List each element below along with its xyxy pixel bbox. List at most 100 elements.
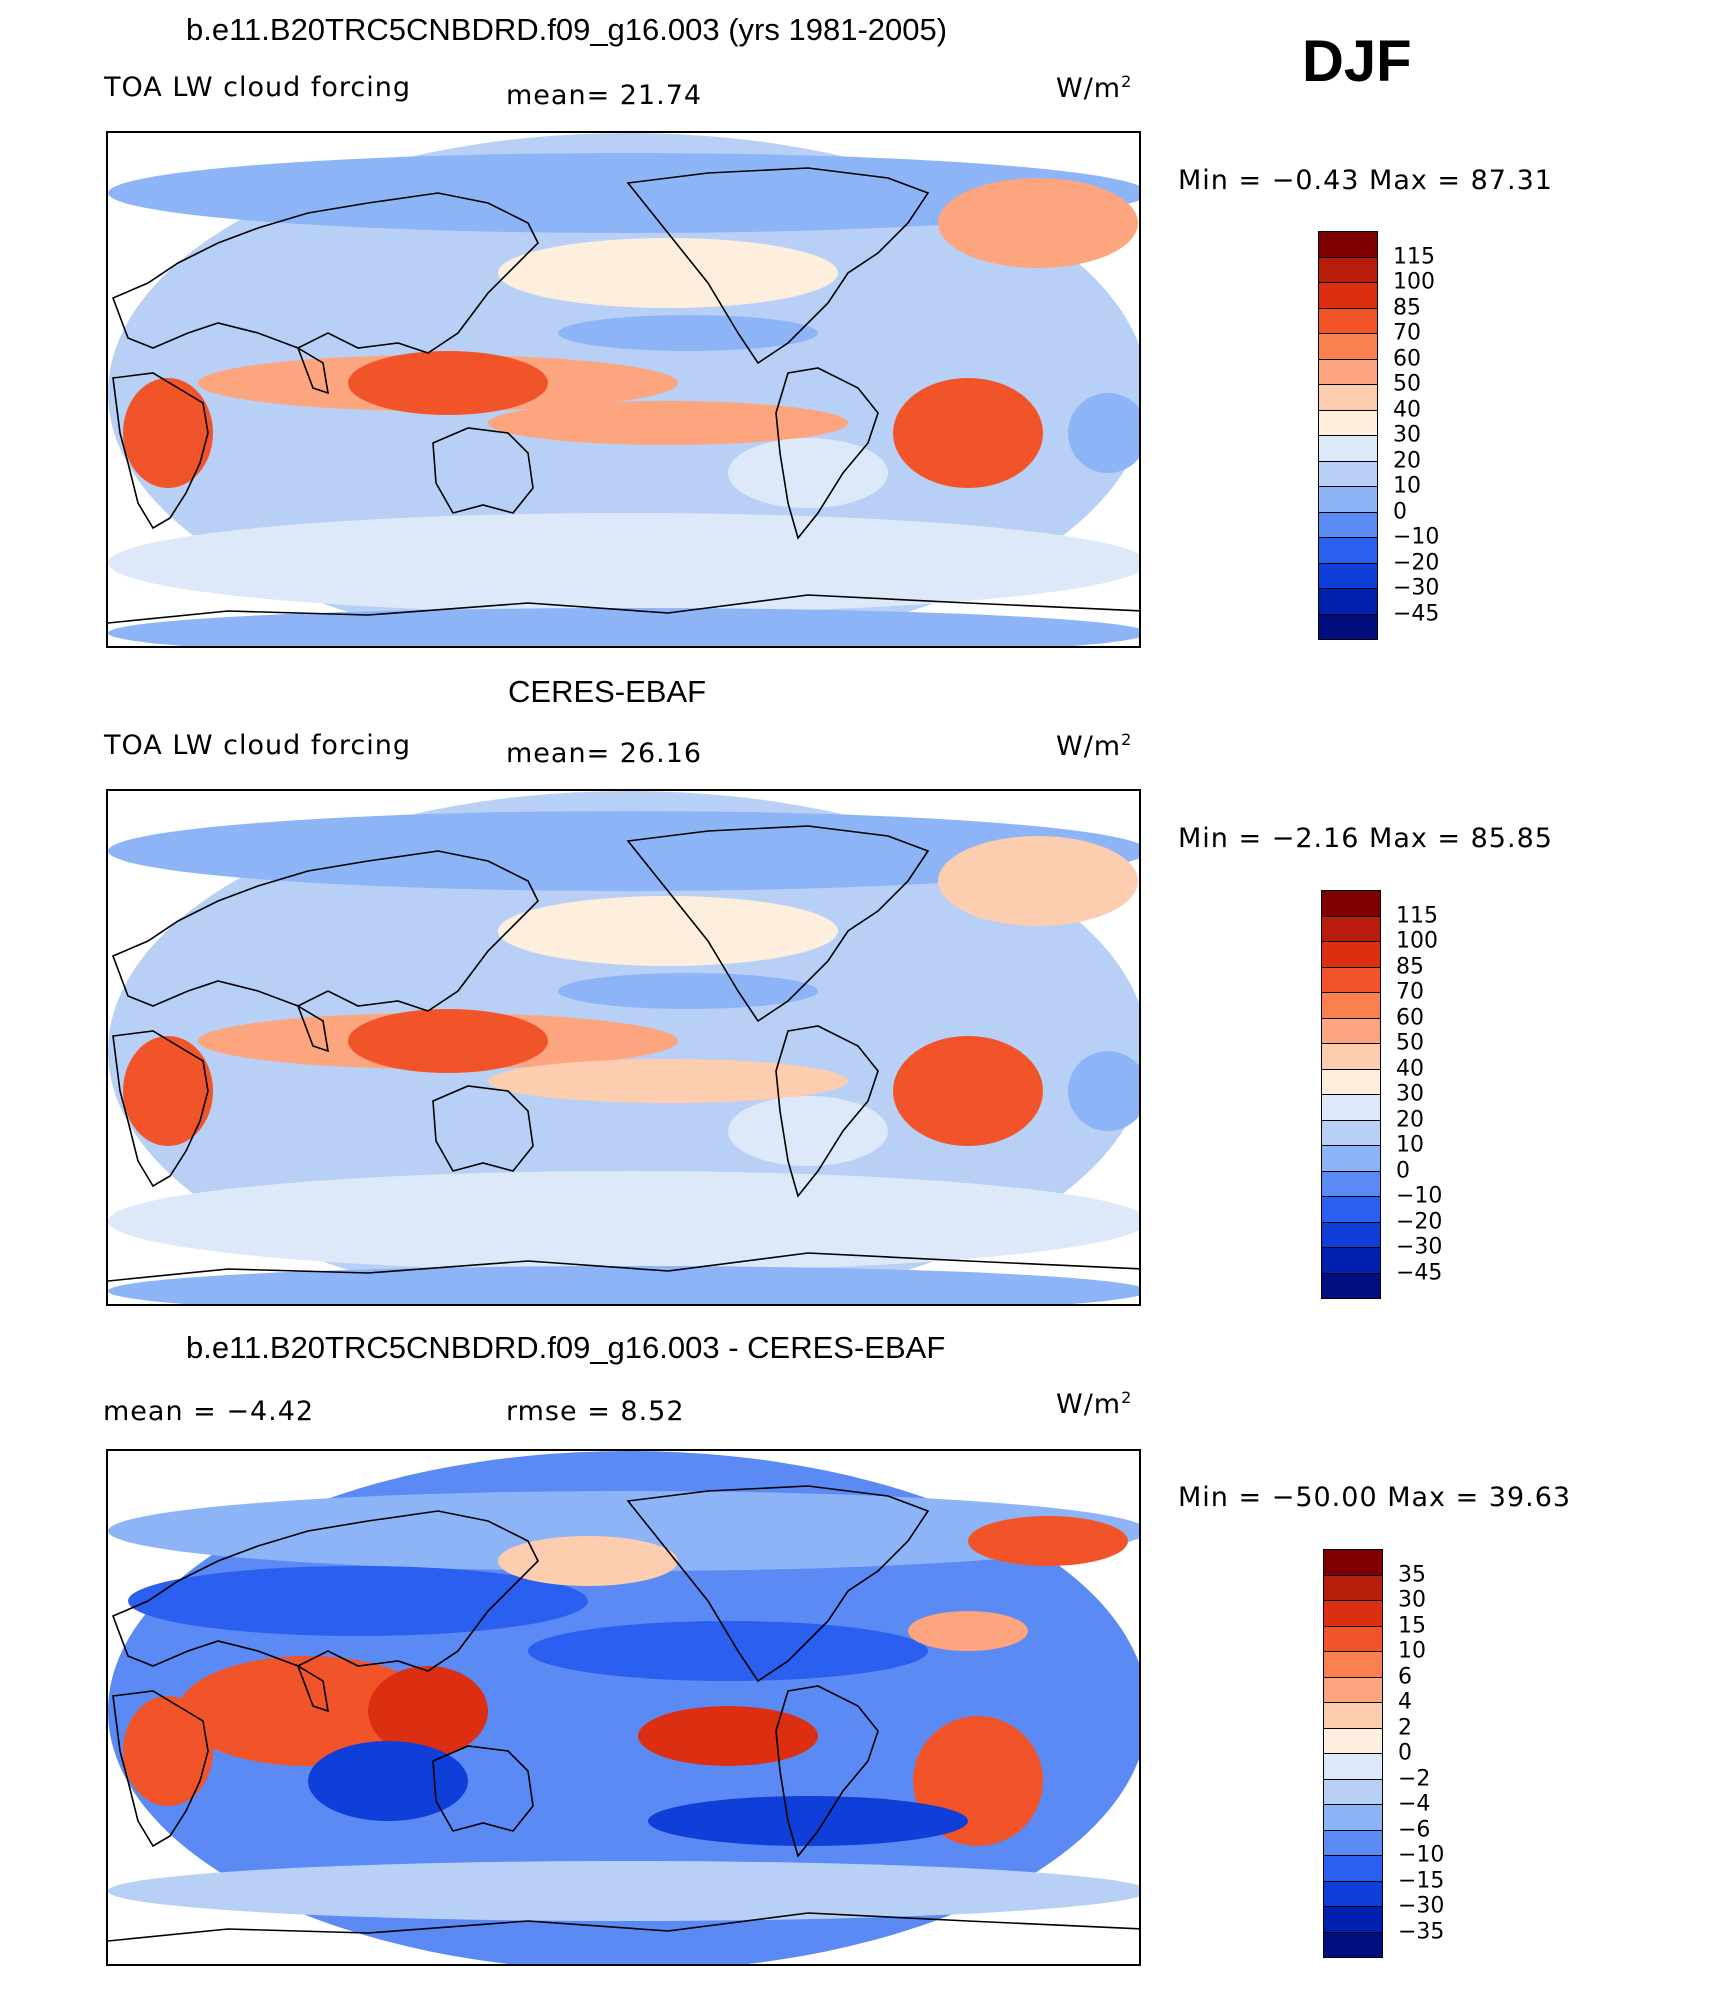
colorbar-label: 30: [1398, 1587, 1426, 1613]
panel-mean-model: mean= 21.74: [506, 80, 703, 111]
coastline: [296, 1664, 330, 1713]
map-canvas: [108, 791, 1139, 1304]
colorbar-swatch: [1318, 486, 1378, 513]
panel-variable-model: TOA LW cloud forcing: [104, 72, 411, 103]
field-region: [348, 1009, 548, 1073]
field-region: [128, 1566, 588, 1636]
colorbar-swatch: [1321, 1221, 1381, 1248]
field-region: [108, 153, 1139, 233]
colorbar-swatch: [1321, 1170, 1381, 1197]
colorbar-label: 35: [1398, 1562, 1426, 1587]
field-region: [908, 1611, 1028, 1651]
colorbar-swatch: [1318, 460, 1378, 487]
colorbar-swatch: [1323, 1880, 1383, 1907]
coastline: [775, 367, 879, 540]
colorbar-swatch: [1321, 966, 1381, 993]
field-region: [108, 1266, 1139, 1304]
colorbar-swatch: [1318, 511, 1378, 538]
coastline: [296, 346, 330, 395]
colorbar-label: 4: [1398, 1689, 1412, 1715]
colorbar-label: 50: [1396, 1030, 1424, 1056]
colorbar-swatch: [1321, 1119, 1381, 1146]
colorbar-label: 115: [1396, 903, 1438, 928]
colorbar-label: 15: [1398, 1613, 1426, 1638]
field-region: [893, 1036, 1043, 1146]
field-region: [498, 238, 838, 308]
coastline: [626, 167, 930, 365]
colorbar-swatch: [1321, 992, 1381, 1019]
colorbar-label: 40: [1393, 397, 1421, 422]
colorbar-swatch: [1321, 1196, 1381, 1223]
field-region: [498, 1536, 678, 1586]
colorbar-swatch: [1323, 1829, 1383, 1856]
panel-rmse-diff: rmse = 8.52: [506, 1396, 685, 1427]
colorbar-swatch: [1323, 1753, 1383, 1780]
field-region: [1068, 393, 1139, 473]
coastline: [775, 1685, 879, 1858]
panel-units-diff: W/m2: [1056, 1388, 1133, 1420]
field-region: [893, 378, 1043, 488]
colorbar-label: 10: [1396, 1132, 1424, 1158]
colorbar-label: −4: [1398, 1791, 1431, 1817]
colorbar-swatch: [1321, 1068, 1381, 1095]
colorbar-swatch: [1323, 1804, 1383, 1831]
colorbar-swatch: [1323, 1549, 1383, 1576]
colorbar-label: 60: [1396, 1005, 1424, 1030]
field-region: [558, 315, 818, 351]
coastline: [111, 1510, 539, 1672]
coastline: [111, 850, 539, 1012]
colorbar-label: 2: [1398, 1715, 1412, 1740]
colorbar-label: −10: [1398, 1842, 1445, 1868]
colorbar-label: 0: [1398, 1740, 1412, 1766]
colorbar-swatch: [1318, 231, 1378, 258]
colorbar-label: −10: [1393, 524, 1440, 550]
field-region: [638, 1706, 818, 1766]
season-label: DJF: [1302, 29, 1412, 94]
colorbar-label: 0: [1396, 1158, 1410, 1183]
field-region: [498, 896, 838, 966]
map-model: [106, 131, 1141, 648]
map-diff: [106, 1449, 1141, 1966]
colorbar-swatch: [1318, 613, 1378, 640]
panel-variable-obs: TOA LW cloud forcing: [104, 730, 411, 761]
colorbar-swatch: [1321, 1043, 1381, 1070]
colorbar-swatch: [1321, 1017, 1381, 1044]
colorbar-swatch: [1323, 1651, 1383, 1678]
colorbar-swatch: [1318, 588, 1378, 615]
panel-title-model: b.e11.B20TRC5CNBDRD.f09_g16.003 (yrs 198…: [186, 12, 948, 47]
panel-units-model: W/m2: [1056, 72, 1133, 104]
field-region: [968, 1516, 1128, 1566]
field-region: [108, 1861, 1139, 1921]
colorbar-swatch: [1318, 384, 1378, 411]
colorbar-label: 100: [1396, 928, 1438, 954]
colorbar-label: 100: [1393, 269, 1435, 295]
field-region: [108, 513, 1139, 613]
colorbar-swatch: [1321, 1272, 1381, 1299]
field-region: [558, 973, 818, 1009]
field-region: [1068, 1051, 1139, 1131]
colorbar-label: −30: [1398, 1893, 1445, 1919]
field-region: [108, 608, 1139, 646]
colorbar-label: −45: [1396, 1260, 1443, 1285]
colorbar-swatch: [1323, 1855, 1383, 1882]
colorbar-swatch: [1318, 307, 1378, 334]
colorbar-swatch: [1318, 562, 1378, 589]
colorbar-swatch: [1321, 1145, 1381, 1172]
colorbar-swatch: [1318, 282, 1378, 309]
coastline: [432, 1085, 534, 1172]
colorbar-label: −2: [1398, 1766, 1431, 1791]
colorbar-swatch: [1318, 537, 1378, 564]
coastline: [108, 1912, 1139, 1942]
colorbar-label: 10: [1398, 1638, 1426, 1664]
colorbar-label: 10: [1393, 473, 1421, 499]
colorbar-swatch: [1321, 1094, 1381, 1121]
panel-title-obs: CERES-EBAF: [508, 674, 707, 709]
field-region: [108, 811, 1139, 891]
colorbar-swatch: [1323, 1931, 1383, 1958]
field-region: [368, 1666, 488, 1756]
colorbar-label: −35: [1398, 1919, 1445, 1944]
colorbar-swatch: [1318, 333, 1378, 360]
field-region: [178, 1656, 438, 1766]
colorbar-swatch: [1318, 256, 1378, 283]
colorbar-swatch: [1321, 1247, 1381, 1274]
